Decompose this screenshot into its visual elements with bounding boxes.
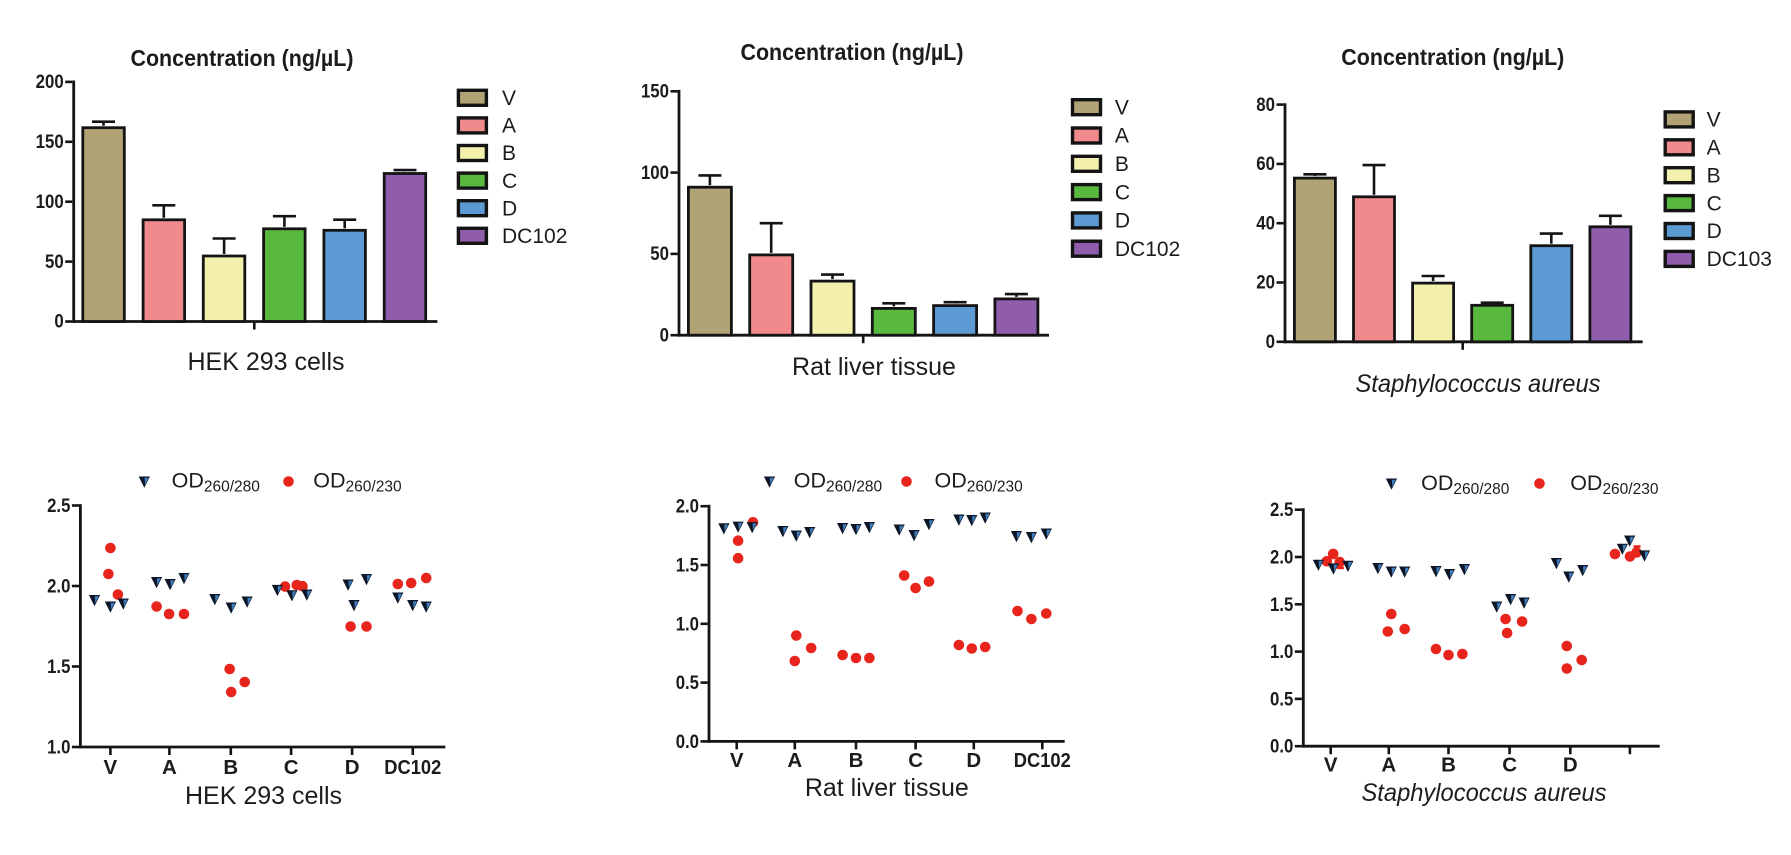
svg-text:40: 40 xyxy=(1256,213,1275,234)
svg-text:OD260/280: OD260/280 xyxy=(1421,471,1510,498)
svg-text:B: B xyxy=(1115,153,1129,176)
svg-text:2.0: 2.0 xyxy=(47,577,70,598)
svg-text:80: 80 xyxy=(1256,95,1275,116)
svg-text:OD260/280: OD260/280 xyxy=(172,469,261,496)
svg-text:V: V xyxy=(1707,109,1721,132)
svg-text:0: 0 xyxy=(1266,332,1275,353)
svg-text:0.0: 0.0 xyxy=(1270,737,1293,758)
svg-text:60: 60 xyxy=(1256,154,1275,175)
svg-text:D: D xyxy=(502,197,517,220)
svg-text:1.5: 1.5 xyxy=(47,657,71,678)
svg-text:D: D xyxy=(966,749,981,772)
svg-text:DC102: DC102 xyxy=(1115,238,1180,261)
svg-text:1.5: 1.5 xyxy=(676,556,700,577)
svg-text:1.0: 1.0 xyxy=(676,614,699,635)
svg-text:V: V xyxy=(502,87,516,110)
svg-text:B: B xyxy=(223,756,238,779)
svg-text:Concentration (ng/µL): Concentration (ng/µL) xyxy=(741,39,964,65)
svg-text:2.5: 2.5 xyxy=(1270,500,1294,521)
svg-text:C: C xyxy=(284,756,299,779)
svg-text:A: A xyxy=(1707,137,1721,160)
svg-text:DC102: DC102 xyxy=(1014,749,1071,772)
svg-text:A: A xyxy=(787,749,802,772)
svg-text:0: 0 xyxy=(54,312,63,333)
svg-text:HEK 293 cells: HEK 293 cells xyxy=(185,782,342,810)
svg-text:OD260/230: OD260/230 xyxy=(1570,471,1659,498)
svg-text:0.5: 0.5 xyxy=(676,673,700,694)
svg-text:C: C xyxy=(908,749,923,772)
svg-text:2.5: 2.5 xyxy=(47,496,71,517)
svg-text:0.0: 0.0 xyxy=(676,732,699,753)
svg-text:OD260/280: OD260/280 xyxy=(794,469,883,496)
svg-text:C: C xyxy=(1115,181,1130,204)
svg-text:C: C xyxy=(1502,754,1517,777)
svg-text:100: 100 xyxy=(641,163,669,184)
svg-text:DC103: DC103 xyxy=(1707,248,1772,271)
svg-text:20: 20 xyxy=(1256,273,1275,294)
svg-text:DC102: DC102 xyxy=(384,756,441,779)
svg-text:Rat liver tissue: Rat liver tissue xyxy=(805,774,969,802)
svg-text:C: C xyxy=(502,170,517,193)
svg-text:B: B xyxy=(849,749,864,772)
svg-text:50: 50 xyxy=(45,252,64,273)
svg-text:2.0: 2.0 xyxy=(676,497,699,518)
svg-text:V: V xyxy=(730,749,744,772)
svg-text:HEK 293 cells: HEK 293 cells xyxy=(187,348,344,376)
svg-text:OD260/230: OD260/230 xyxy=(935,469,1024,496)
svg-text:D: D xyxy=(1707,220,1722,243)
svg-text:1.5: 1.5 xyxy=(1270,595,1294,616)
svg-text:A: A xyxy=(1115,125,1129,148)
svg-text:2.0: 2.0 xyxy=(1270,548,1293,569)
svg-text:B: B xyxy=(1441,754,1456,777)
svg-text:V: V xyxy=(104,756,118,779)
svg-text:1.0: 1.0 xyxy=(47,738,70,759)
svg-text:150: 150 xyxy=(641,82,669,103)
svg-text:150: 150 xyxy=(36,132,64,153)
svg-text:OD260/230: OD260/230 xyxy=(313,469,402,496)
svg-text:Concentration (ng/µL): Concentration (ng/µL) xyxy=(131,45,354,71)
svg-text:B: B xyxy=(502,142,516,165)
svg-text:DC102: DC102 xyxy=(502,225,567,248)
svg-text:V: V xyxy=(1324,754,1338,777)
svg-text:Staphylococcus aureus: Staphylococcus aureus xyxy=(1356,370,1601,398)
svg-text:A: A xyxy=(1381,754,1396,777)
svg-text:Rat liver tissue: Rat liver tissue xyxy=(792,353,956,381)
svg-text:100: 100 xyxy=(36,192,64,213)
svg-text:D: D xyxy=(1115,210,1130,233)
svg-text:D: D xyxy=(1563,754,1578,777)
svg-text:Concentration (ng/µL): Concentration (ng/µL) xyxy=(1341,44,1564,70)
svg-text:C: C xyxy=(1707,192,1722,215)
svg-text:Staphylococcus aureus: Staphylococcus aureus xyxy=(1362,779,1607,807)
svg-text:1.0: 1.0 xyxy=(1270,642,1293,663)
svg-text:A: A xyxy=(162,756,177,779)
svg-text:V: V xyxy=(1115,96,1129,119)
svg-text:0: 0 xyxy=(660,325,669,346)
svg-text:200: 200 xyxy=(36,72,64,93)
svg-text:50: 50 xyxy=(650,244,669,265)
svg-text:A: A xyxy=(502,115,516,138)
svg-text:0.5: 0.5 xyxy=(1270,689,1294,710)
svg-text:B: B xyxy=(1707,164,1721,187)
svg-text:D: D xyxy=(345,756,360,779)
